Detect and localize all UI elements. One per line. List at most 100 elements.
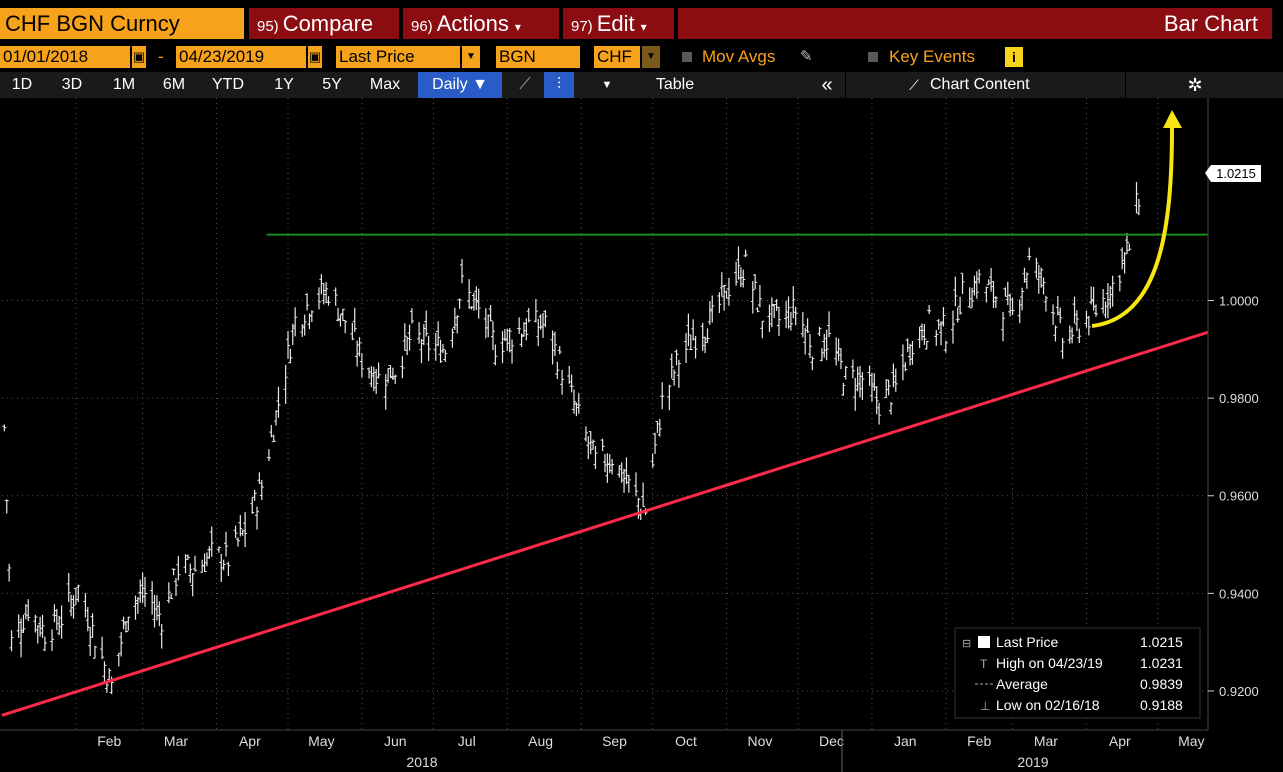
ticker-field[interactable]: CHF BGN Curncy [0,8,244,39]
ohlc-bar [359,353,364,378]
chevron-down-icon[interactable]: ▼ [462,46,480,68]
ohlc-bar [672,369,677,386]
ohlc-bar [726,277,731,306]
range-button-6m[interactable]: 6M [162,76,186,93]
gear-icon[interactable]: ✲ [1187,75,1203,95]
ohlc-bar [853,377,858,411]
end-date-input[interactable]: 04/23/2019 [176,46,306,68]
ohlc-bar [209,526,214,557]
range-button-3d[interactable]: 3D [61,76,83,93]
ohlc-bar [321,283,326,305]
line-chart-icon[interactable]: ⟋ [519,76,531,93]
ohlc-bar [459,258,464,284]
ohlc-bar [383,374,388,410]
legend-high-label: High on 04/23/19 [996,655,1103,671]
pencil-icon[interactable]: ✎ [800,48,813,65]
ohlc-bar [190,573,195,597]
ohlc-bar [860,372,865,401]
range-button-5y[interactable]: 5Y [322,76,342,93]
legend-collapse-icon[interactable]: ⊟ [962,638,971,650]
ohlc-bar [986,279,991,286]
ohlc-bar [927,305,932,314]
calendar-icon[interactable]: ▣ [132,46,146,68]
chart-content-button[interactable]: Chart Content [930,76,1030,93]
vertical-gridlines [75,98,1159,730]
ohlc-bar [717,292,722,314]
start-date-input[interactable]: 01/01/2018 [0,46,130,68]
key-events-checkbox[interactable] [868,52,878,62]
ohlc-bar [9,630,14,652]
field-select[interactable]: Last Price [336,46,460,68]
ohlc-bar [343,320,348,334]
ohlc-bar [126,616,131,631]
ohlc-bar [188,563,193,583]
source-input[interactable]: BGN [496,46,580,68]
ohlc-bar [574,402,579,417]
low-marker-icon: ⊥ [980,699,990,713]
ohlc-bar [1039,267,1044,288]
ohlc-bar [786,296,791,329]
mov-avgs-checkbox[interactable] [682,52,692,62]
legend[interactable]: ⊟ Last Price 1.0215 T High on 04/23/19 1… [954,627,1201,719]
range-button-1m[interactable]: 1M [112,76,136,93]
ohlc-bar [855,366,860,392]
y-tick-label: 0.9800 [1219,391,1259,406]
range-button-1d[interactable]: 1D [11,76,33,93]
ohlc-bar [216,546,221,553]
ohlc-bar [960,272,965,295]
x-tick-label: Mar [1034,733,1058,749]
ohlc-bar [507,328,512,353]
ohlc-bar [757,285,762,308]
chart-content-icon[interactable]: ⟋ [909,77,919,93]
ohlc-bar [1074,310,1079,332]
ohlc-bar [641,482,646,508]
ohlc-bar [572,389,577,414]
price-chart[interactable]: 1.0000 0.9800 0.9600 0.9400 0.9200 1.0215 Fe… [0,98,1283,772]
edit-menu[interactable]: 97) Edit ▾ [563,8,674,39]
key-events-label[interactable]: Key Events [889,47,975,66]
range-button-max[interactable]: Max [369,76,401,93]
ohlc-bar [805,318,810,333]
ohlc-bar [476,288,481,319]
bar-chart-icon[interactable]: ⫶ [544,72,574,98]
range-button-ytd[interactable]: YTD [212,76,244,93]
ohlc-bar [440,344,445,354]
ohlc-bar [843,365,848,380]
year-label-2018: 2018 [406,754,437,770]
ohlc-bar [834,337,839,366]
parameter-bar: 01/01/2018 ▣ - 04/23/2019 ▣ Last Price ▼… [0,43,1283,70]
ohlc-bar [474,286,479,311]
ohlc-bar [4,499,9,514]
calendar-icon[interactable]: ▣ [308,46,322,68]
ohlc-bar [1110,275,1115,307]
ohlc-bar [23,604,28,620]
compare-menu[interactable]: 95) Compare [249,8,399,39]
actions-menu[interactable]: 96) Actions ▾ [403,8,559,39]
ohlc-bar [622,468,627,493]
ohlc-bar [300,324,305,337]
ohlc-bar [524,318,529,341]
x-tick-label: Dec [819,733,844,749]
period-select[interactable]: Daily ▼ [418,72,502,98]
ohlc-bar [869,372,874,402]
ohlc-bar [917,326,922,348]
ohlc-bar [100,636,105,660]
currency-select[interactable]: CHF [594,46,640,68]
last-price-label: 1.0215 [1216,166,1256,181]
ohlc-bar [1136,198,1141,216]
info-icon[interactable]: i [1005,47,1023,67]
last-price-swatch [978,636,990,648]
ohlc-bar [16,614,21,638]
ohlc-bar [333,287,338,306]
header-bar: CHF BGN Curncy 95) Compare 96) Actions ▾ 97… [0,0,1283,41]
collapse-icon[interactable]: « [821,74,833,96]
ohlc-bar [83,592,88,618]
ohlc-bar [7,563,12,582]
chevron-down-icon[interactable]: ▼ [601,79,613,91]
range-button-1y[interactable]: 1Y [274,76,294,93]
ohlc-bar [393,374,398,384]
chevron-down-icon[interactable]: ▼ [642,46,660,68]
mov-avgs-label[interactable]: Mov Avgs [702,47,776,66]
table-button[interactable]: Table [655,76,695,93]
ohlc-bar [555,361,560,380]
